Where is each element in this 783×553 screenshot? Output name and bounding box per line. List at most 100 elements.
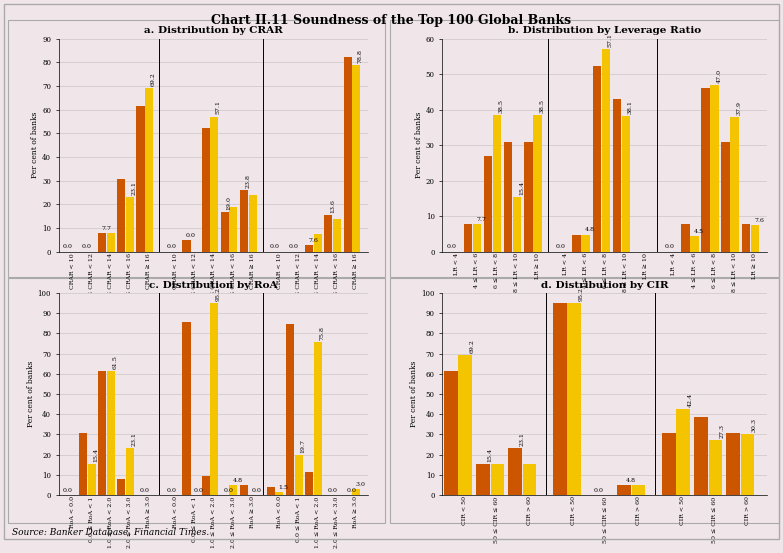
Bar bbox=[79, 433, 87, 495]
Text: 0.0: 0.0 bbox=[447, 244, 457, 249]
Text: Chart II.11 Soundness of the Top 100 Global Banks: Chart II.11 Soundness of the Top 100 Glo… bbox=[211, 14, 572, 27]
Bar bbox=[710, 85, 719, 252]
Bar bbox=[210, 303, 218, 495]
Bar bbox=[106, 233, 115, 252]
Bar bbox=[305, 246, 313, 252]
Bar bbox=[229, 485, 237, 495]
Text: 7.6: 7.6 bbox=[754, 217, 764, 222]
Bar bbox=[524, 142, 532, 252]
Text: 78.8: 78.8 bbox=[358, 49, 363, 63]
Bar bbox=[324, 215, 333, 252]
Bar bbox=[751, 225, 759, 252]
Bar bbox=[617, 485, 631, 495]
Bar bbox=[276, 492, 283, 495]
Bar bbox=[145, 88, 153, 252]
Bar bbox=[709, 440, 722, 495]
Text: 1.5: 1.5 bbox=[279, 485, 288, 490]
Text: 37.9: 37.9 bbox=[737, 101, 742, 115]
Bar bbox=[444, 371, 457, 495]
Bar bbox=[476, 464, 489, 495]
Text: 15.4: 15.4 bbox=[487, 448, 493, 462]
Legend: 2020, 2023: 2020, 2023 bbox=[162, 359, 265, 375]
Bar bbox=[229, 207, 237, 252]
Bar bbox=[695, 417, 708, 495]
Text: 57.1: 57.1 bbox=[608, 33, 612, 47]
Text: 0.0: 0.0 bbox=[270, 244, 280, 249]
Text: 27.3: 27.3 bbox=[720, 424, 724, 438]
Bar bbox=[240, 485, 248, 495]
Bar bbox=[333, 220, 341, 252]
Bar bbox=[731, 117, 739, 252]
Text: 75.8: 75.8 bbox=[319, 326, 324, 340]
Bar bbox=[504, 142, 512, 252]
Bar bbox=[508, 448, 521, 495]
Text: 0.0: 0.0 bbox=[63, 244, 73, 249]
Bar bbox=[98, 371, 106, 495]
Text: 19.0: 19.0 bbox=[226, 196, 232, 210]
Text: China: China bbox=[594, 332, 617, 341]
Bar bbox=[572, 234, 581, 252]
Bar bbox=[484, 156, 493, 252]
Text: EMDEs (ex. China): EMDEs (ex. China) bbox=[74, 332, 147, 341]
Text: 0.0: 0.0 bbox=[327, 488, 337, 493]
Text: China: China bbox=[203, 332, 226, 341]
Bar bbox=[221, 212, 229, 252]
Bar bbox=[314, 342, 322, 495]
Bar bbox=[741, 434, 754, 495]
Bar bbox=[568, 303, 581, 495]
Y-axis label: Per cent of banks: Per cent of banks bbox=[27, 361, 34, 427]
Title: d. Distribution by CIR: d. Distribution by CIR bbox=[541, 280, 669, 290]
Bar bbox=[210, 117, 218, 252]
Bar bbox=[513, 197, 521, 252]
Text: 15.4: 15.4 bbox=[93, 448, 98, 462]
Text: 0.0: 0.0 bbox=[224, 488, 234, 493]
Text: 23.1: 23.1 bbox=[132, 181, 136, 195]
Legend: 2020, 2023: 2020, 2023 bbox=[554, 359, 656, 375]
Text: 3.0: 3.0 bbox=[355, 482, 365, 487]
Bar bbox=[286, 324, 294, 495]
Bar bbox=[182, 322, 190, 495]
Bar bbox=[464, 225, 472, 252]
Bar bbox=[136, 106, 145, 252]
Bar bbox=[314, 233, 322, 252]
Bar bbox=[593, 66, 601, 252]
Text: 38.1: 38.1 bbox=[628, 100, 633, 114]
Bar bbox=[473, 225, 481, 252]
Text: 0.0: 0.0 bbox=[665, 244, 674, 249]
Y-axis label: Per cent of banks: Per cent of banks bbox=[410, 361, 418, 427]
Text: 42.4: 42.4 bbox=[687, 393, 692, 408]
Text: 0.0: 0.0 bbox=[347, 488, 356, 493]
Bar bbox=[622, 117, 630, 252]
Text: 13.6: 13.6 bbox=[330, 199, 335, 213]
Title: b. Distribution by Leverage Ratio: b. Distribution by Leverage Ratio bbox=[508, 26, 702, 35]
Text: 0.0: 0.0 bbox=[594, 488, 604, 493]
Bar bbox=[106, 371, 115, 495]
Text: 61.5: 61.5 bbox=[112, 355, 117, 369]
Text: 30.3: 30.3 bbox=[752, 418, 756, 432]
Bar bbox=[182, 240, 190, 252]
Bar bbox=[727, 433, 740, 495]
Text: 23.1: 23.1 bbox=[519, 432, 525, 446]
Title: a. Distribution by CRAR: a. Distribution by CRAR bbox=[144, 26, 283, 35]
Text: 47.0: 47.0 bbox=[716, 69, 721, 83]
Bar bbox=[117, 179, 125, 252]
Text: 4.5: 4.5 bbox=[694, 228, 704, 233]
Y-axis label: Per cent of banks: Per cent of banks bbox=[31, 112, 39, 179]
Text: 0.0: 0.0 bbox=[289, 244, 299, 249]
Text: 0.0: 0.0 bbox=[139, 488, 150, 493]
Text: 7.7: 7.7 bbox=[476, 217, 486, 222]
Bar bbox=[533, 115, 542, 252]
Bar bbox=[459, 355, 472, 495]
Text: 0.0: 0.0 bbox=[251, 488, 262, 493]
Text: 69.2: 69.2 bbox=[150, 72, 156, 86]
Bar bbox=[98, 233, 106, 252]
Bar bbox=[721, 142, 730, 252]
Bar bbox=[202, 476, 210, 495]
Bar bbox=[294, 455, 302, 495]
Text: 0.0: 0.0 bbox=[82, 244, 92, 249]
Bar bbox=[344, 58, 352, 252]
Bar bbox=[267, 487, 275, 495]
Bar bbox=[742, 225, 750, 252]
Text: AEs: AEs bbox=[707, 332, 722, 341]
Text: 15.4: 15.4 bbox=[519, 181, 524, 195]
